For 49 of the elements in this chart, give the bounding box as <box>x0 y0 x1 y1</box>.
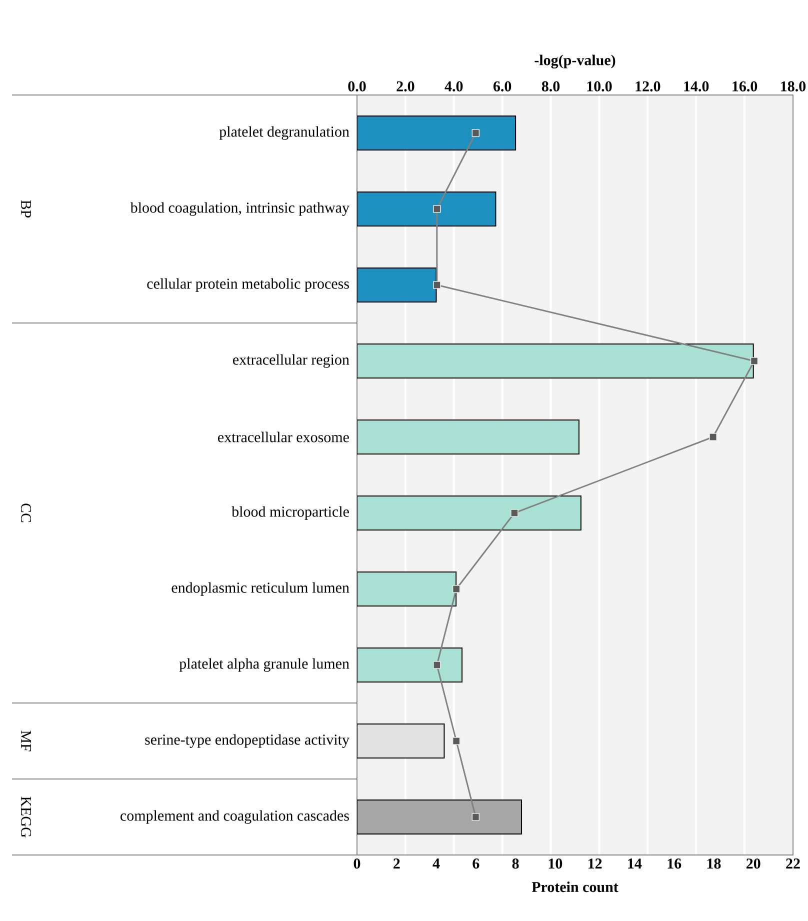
y-tick-label: serine-type endopeptidase activity <box>145 734 350 748</box>
point <box>452 585 460 593</box>
x-tick-label: 6 <box>472 858 480 869</box>
x-tick-label: 8 <box>512 858 519 869</box>
x2-tick-label: 4.0 <box>444 81 463 92</box>
point <box>472 813 480 821</box>
x2-tick-label: 16.0 <box>732 81 758 92</box>
x2-tick-label: 2.0 <box>396 81 414 92</box>
text: MF <box>21 730 31 752</box>
point <box>433 661 441 669</box>
point <box>750 357 758 365</box>
y-tick-label: blood microparticle <box>232 506 349 520</box>
bar <box>356 648 463 683</box>
x2-tick-label: 6.0 <box>493 81 512 92</box>
x-axis-title: Protein count <box>532 882 618 892</box>
x-tick-label: 0 <box>354 858 360 869</box>
text: BP <box>21 200 31 218</box>
x2-tick-label: 18.0 <box>781 81 806 92</box>
x2-tick-label: 14.0 <box>684 81 709 92</box>
y-tick-label: extracellular exosome <box>218 432 349 442</box>
point <box>709 433 717 441</box>
x2-tick-label: 10.0 <box>587 81 612 92</box>
x-tick-label: 10 <box>548 858 562 869</box>
x2-tick-label: 0.0 <box>348 81 366 92</box>
text: CC <box>20 504 32 522</box>
y-tick-label: extracellular region <box>233 354 350 368</box>
x-tick-label: 14 <box>628 858 642 868</box>
point <box>510 509 518 517</box>
y-tick-label: complement and coagulation cascades <box>120 810 349 824</box>
y-tick-label: platelet alpha granule lumen <box>179 658 350 672</box>
point <box>452 737 460 745</box>
x-tick-label: 20 <box>746 858 760 869</box>
x2-tick-label: 8.0 <box>542 81 560 92</box>
point <box>433 281 441 289</box>
x-tick-label: 18 <box>707 858 721 869</box>
y-tick-label: blood coagulation, intrinsic pathway <box>130 202 350 216</box>
text: KEGG <box>20 796 32 838</box>
x-tick-label: 2 <box>394 858 400 868</box>
point <box>472 129 480 137</box>
x-tick-label: 4 <box>432 858 440 868</box>
y-tick-label: endoplasmic reticulum lumen <box>172 582 350 596</box>
y-tick-label: platelet degranulation <box>219 126 350 140</box>
x2-tick-label: 12.0 <box>636 81 660 92</box>
x-tick-label: 16 <box>668 858 682 869</box>
y-tick-label: cellular protein metabolic process <box>147 278 349 292</box>
x2-axis-title: -log(p-value) <box>534 54 616 68</box>
x-tick-label: 12 <box>588 858 602 868</box>
x-tick-label: 22 <box>786 858 800 868</box>
point <box>433 205 441 213</box>
